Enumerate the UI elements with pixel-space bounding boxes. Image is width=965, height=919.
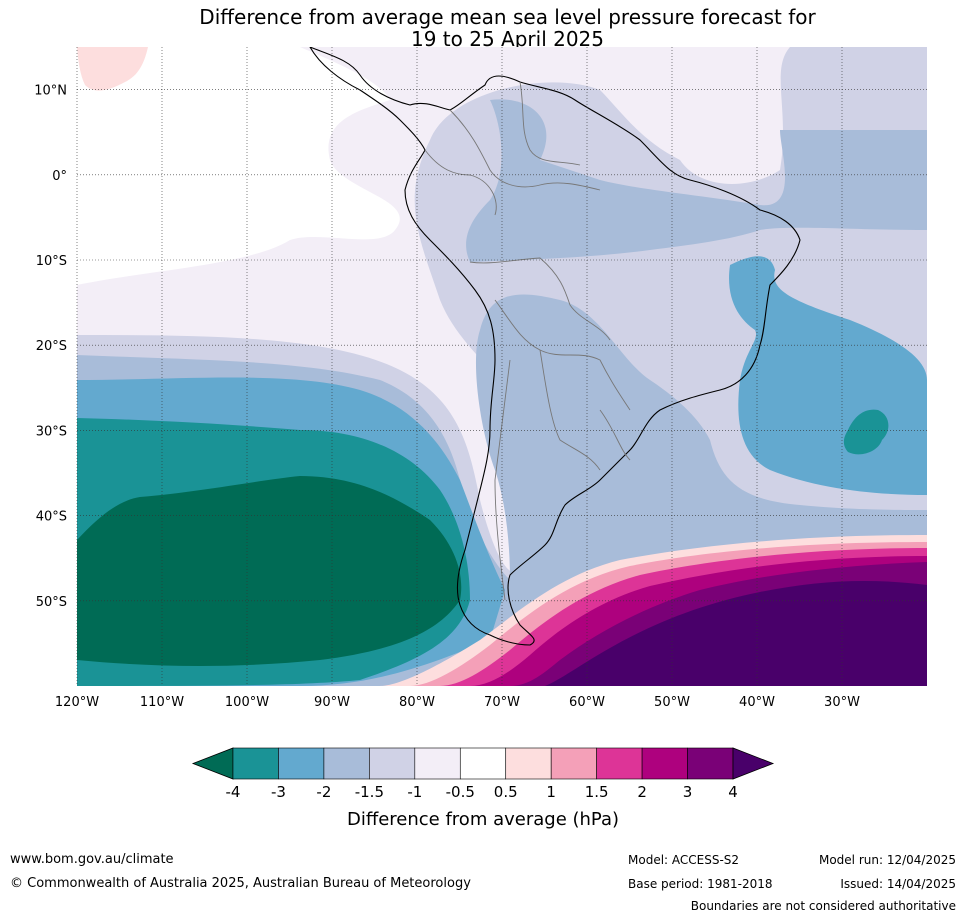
- colorbar-tick-label: -1.5: [355, 783, 384, 801]
- colorbar-box: [641, 747, 688, 780]
- south-america-coastline: [309, 47, 801, 646]
- map-gridlines: [76, 47, 927, 686]
- colorbar-tick-label: -3: [271, 783, 286, 801]
- lon-tick-label: 60°W: [569, 695, 605, 710]
- colorbar-box: [323, 747, 370, 780]
- national-boundaries: [424, 81, 631, 601]
- colorbar-tick-label: -2: [316, 783, 331, 801]
- lat-tick-label: 0°: [52, 169, 67, 184]
- lat-tick-label: 10°N: [34, 84, 67, 99]
- footer-base-period: Base period: 1981-2018: [628, 877, 773, 891]
- lon-tick-label: 50°W: [654, 695, 690, 710]
- colorbar-box: [596, 747, 643, 780]
- map-title-line-1: Difference from average mean sea level p…: [199, 5, 816, 29]
- colorbar-box: [278, 747, 325, 780]
- lat-tick-label: 10°S: [36, 254, 67, 269]
- lon-tick-label: 100°W: [225, 695, 269, 710]
- colorbar-box: [505, 747, 552, 780]
- anomaly-region-minus-3-atlantic: [843, 409, 889, 455]
- footer-issued: Issued: 14/04/2025: [840, 877, 956, 891]
- colorbar-tick-label: -4: [226, 783, 241, 801]
- lon-tick-label: 120°W: [55, 695, 99, 710]
- lat-tick-label: 40°S: [36, 510, 67, 525]
- longitude-labels: 120°W 110°W 100°W 90°W 80°W 70°W 60°W 50°W 40°W 3…: [55, 695, 860, 710]
- lon-tick-label: 30°W: [824, 695, 860, 710]
- latitude-labels: 10°N 0° 10°S 20°S 30°S 40°S 50°S: [34, 84, 67, 610]
- anomaly-region-plus-4: [545, 580, 927, 686]
- colorbar-tick-label: 3: [683, 783, 693, 801]
- colorbar-extend-high: [732, 747, 775, 780]
- lat-tick-label: 20°S: [36, 339, 67, 354]
- colorbar-label: Difference from average (hPa): [347, 809, 619, 830]
- map-title-line-2: 19 to 25 April 2025: [410, 27, 605, 51]
- footer-model: Model: ACCESS-S2: [628, 853, 740, 867]
- colorbar-tick-label: -1: [407, 783, 422, 801]
- colorbar-extend-low: [191, 747, 234, 780]
- colorbar-box: [550, 747, 597, 780]
- colorbar-box: [459, 747, 507, 780]
- colorbar-tick-label: 0.5: [494, 783, 518, 801]
- colorbar: -4 -3 -2 -1.5 -1 -0.5 0.5 1 1.5 2 3 4: [191, 747, 775, 801]
- lon-tick-label: 80°W: [399, 695, 435, 710]
- colorbar-tick-label: 4: [728, 783, 738, 801]
- lat-tick-label: 30°S: [36, 424, 67, 439]
- lon-tick-label: 110°W: [140, 695, 184, 710]
- footer-model-run: Model run: 12/04/2025: [818, 853, 956, 867]
- colorbar-tick-label: 1.5: [585, 783, 609, 801]
- colorbar-tick-label: -0.5: [446, 783, 475, 801]
- footer-copyright: © Commonwealth of Australia 2025, Austra…: [10, 876, 471, 891]
- lat-tick-label: 50°S: [36, 595, 67, 610]
- lon-tick-label: 90°W: [314, 695, 350, 710]
- anomaly-shading: [77, 47, 927, 686]
- colorbar-box: [687, 747, 734, 780]
- colorbar-box: [232, 747, 279, 780]
- colorbar-box: [369, 747, 416, 780]
- anomaly-region-plus-0-5-north: [77, 47, 148, 91]
- lon-tick-label: 40°W: [739, 695, 775, 710]
- footer-website: www.bom.gov.au/climate: [10, 852, 174, 867]
- anomaly-region-minus-4: [77, 476, 462, 666]
- colorbar-tick-label: 1: [546, 783, 556, 801]
- footer-disclaimer: Boundaries are not considered authoritat…: [690, 899, 956, 913]
- colorbar-tick-label: 2: [637, 783, 647, 801]
- lon-tick-label: 70°W: [484, 695, 520, 710]
- colorbar-box: [414, 747, 461, 780]
